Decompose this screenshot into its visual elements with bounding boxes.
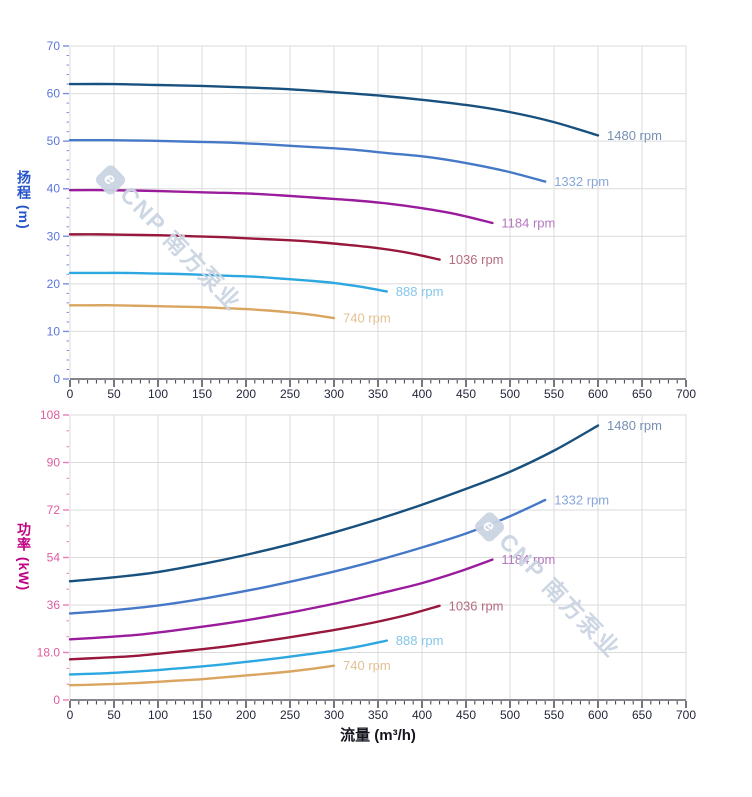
x-tick-label: 50 [107, 387, 121, 401]
x-tick-label: 100 [148, 387, 168, 401]
head-axis-title: 扬程 (m) [16, 170, 32, 230]
y-tick-label: 0 [53, 372, 60, 386]
curve-label-1036-rpm: 1036 rpm [449, 598, 504, 613]
x-tick-label: 500 [500, 387, 520, 401]
x-tick-label: 150 [192, 708, 212, 722]
curve-888-rpm [68, 639, 388, 676]
x-tick-label: 600 [588, 708, 608, 722]
curve-740-rpm [68, 664, 336, 687]
y-tick-label: 54 [47, 551, 61, 565]
curve-1332-rpm [68, 138, 547, 183]
power-axis-title: 功率 (kW) [16, 522, 32, 592]
x-tick-label: 50 [107, 708, 121, 722]
x-tick-label: 0 [67, 708, 74, 722]
y-tick-label: 40 [47, 182, 61, 196]
x-tick-label: 500 [500, 708, 520, 722]
x-tick-label: 100 [148, 708, 168, 722]
x-tick-label: 700 [676, 387, 696, 401]
y-tick-label: 0 [53, 693, 60, 707]
x-tick-label: 650 [632, 387, 652, 401]
x-tick-label: 250 [280, 387, 300, 401]
curve-888-rpm [68, 271, 388, 293]
x-tick-label: 200 [236, 387, 256, 401]
x-tick-label: 700 [676, 708, 696, 722]
curve-label-1184-rpm: 1184 rpm [501, 215, 555, 230]
x-tick-label: 550 [544, 708, 564, 722]
y-tick-label: 60 [47, 87, 61, 101]
curve-label-888-rpm: 888 rpm [396, 284, 444, 299]
x-tick-label: 400 [412, 387, 432, 401]
curve-1332-rpm [68, 498, 547, 615]
curve-label-888-rpm: 888 rpm [396, 633, 444, 648]
x-tick-label: 450 [456, 708, 476, 722]
curve-740-rpm [68, 304, 336, 320]
x-tick-label: 300 [324, 708, 344, 722]
y-tick-label: 50 [47, 134, 61, 148]
curve-label-1184-rpm: 1184 rpm [501, 552, 555, 567]
curve-1184-rpm [68, 558, 494, 641]
chart-1: 0 18.0 36 54 72 90 108 0 50 100 150 200 250 300 350 400… [37, 408, 697, 722]
y-tick-label: 20 [47, 277, 61, 291]
curve-label-1480-rpm: 1480 rpm [607, 128, 662, 143]
x-tick-label: 350 [368, 708, 388, 722]
curve-1480-rpm [68, 82, 600, 137]
x-tick-label: 350 [368, 387, 388, 401]
y-tick-label: 10 [47, 324, 61, 338]
y-tick-label: 30 [47, 229, 61, 243]
curve-1036-rpm [68, 233, 441, 261]
x-tick-label: 400 [412, 708, 432, 722]
curve-label-1480-rpm: 1480 rpm [607, 418, 662, 433]
y-tick-label: 72 [47, 503, 61, 517]
x-tick-label: 450 [456, 387, 476, 401]
curve-1036-rpm [68, 604, 441, 661]
y-tick-label: 70 [47, 39, 61, 53]
x-tick-label: 0 [67, 387, 74, 401]
x-tick-label: 300 [324, 387, 344, 401]
x-tick-label: 150 [192, 387, 212, 401]
x-tick-label: 550 [544, 387, 564, 401]
flow-axis-title: 流量 (m³/h) [340, 727, 416, 744]
curve-label-740-rpm: 740 rpm [343, 311, 391, 326]
curve-label-1332-rpm: 1332 rpm [554, 492, 609, 507]
curve-label-1036-rpm: 1036 rpm [449, 252, 504, 267]
y-tick-label: 36 [47, 598, 61, 612]
curve-label-1332-rpm: 1332 rpm [554, 174, 609, 189]
x-tick-label: 250 [280, 708, 300, 722]
x-tick-label: 650 [632, 708, 652, 722]
y-tick-label: 108 [40, 408, 60, 422]
x-tick-label: 200 [236, 708, 256, 722]
curve-1184-rpm [68, 188, 494, 225]
y-tick-label: 18.0 [37, 646, 61, 660]
x-tick-label: 600 [588, 387, 608, 401]
curve-1480-rpm [68, 424, 600, 583]
y-tick-label: 90 [47, 456, 61, 470]
curve-label-740-rpm: 740 rpm [343, 658, 391, 673]
